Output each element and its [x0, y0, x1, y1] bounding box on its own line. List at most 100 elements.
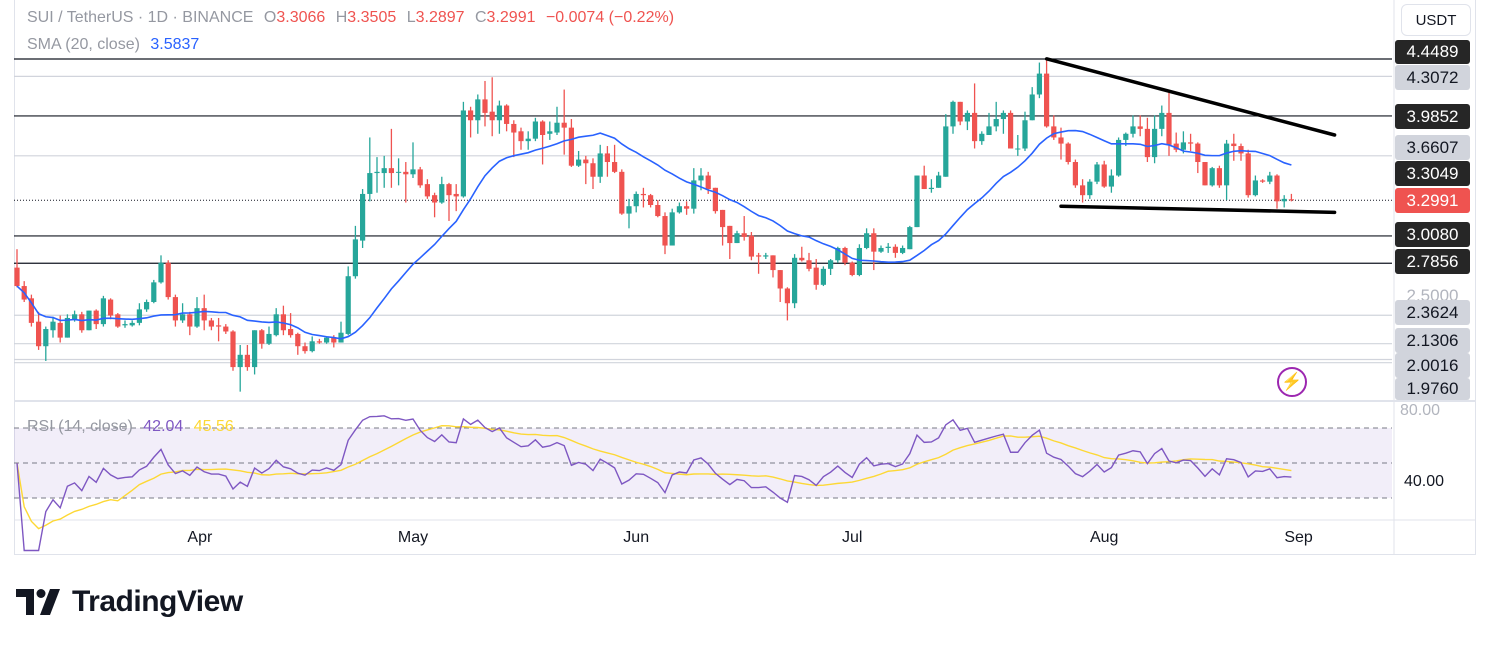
candle-body	[244, 354, 250, 368]
candle-body	[1137, 126, 1143, 129]
price-label-2-7856: 2.7856	[1395, 249, 1470, 274]
candle-body	[1080, 185, 1086, 196]
candle-body	[50, 321, 56, 331]
sma-legend[interactable]: SMA (20, close) 3.5837	[27, 36, 205, 54]
candle-body	[79, 314, 85, 331]
candle-body	[950, 101, 956, 127]
price-label-3-9852: 3.9852	[1395, 104, 1470, 129]
high-label: H	[335, 9, 348, 26]
candle-body	[864, 233, 870, 248]
candle-body	[525, 138, 531, 142]
candle-body	[532, 121, 538, 139]
price-label-1-9760: 1.9760	[1395, 378, 1470, 400]
candle-body	[756, 255, 762, 257]
currency-button[interactable]: USDT	[1401, 4, 1471, 36]
candle-body	[554, 122, 560, 133]
candle-body	[1159, 112, 1165, 129]
candle-body	[655, 204, 661, 217]
candle-body	[1036, 73, 1042, 95]
candle-body	[64, 317, 70, 338]
candle-body	[691, 180, 697, 209]
candle-body	[468, 110, 474, 121]
time-axis-label-jul: Jul	[842, 529, 862, 546]
candle-body	[813, 267, 819, 285]
candle-body	[36, 321, 42, 347]
candle-body	[648, 195, 654, 205]
candle-body	[151, 282, 157, 303]
candle-body	[453, 193, 459, 197]
candle-body	[1058, 137, 1064, 144]
chart-canvas[interactable]: Apr May Jun Jul Aug Sep	[0, 0, 1491, 560]
candle-body	[482, 99, 488, 113]
candle-body	[57, 322, 63, 338]
candle-body	[115, 314, 121, 327]
candle-body	[1173, 143, 1179, 150]
symbol-title[interactable]: SUI / TetherUS · 1D · BINANCE	[27, 9, 254, 26]
sma-line	[16, 129, 1292, 340]
candle-body	[345, 276, 351, 334]
candle-body	[28, 298, 34, 323]
candle-body	[856, 247, 862, 275]
candle-body	[288, 329, 294, 336]
price-label-3-3049: 3.3049	[1395, 161, 1470, 186]
price-label-2-1306: 2.1306	[1395, 328, 1470, 353]
candle-body	[900, 247, 906, 253]
price-label-2-0016: 2.0016	[1395, 353, 1470, 378]
candle-body	[489, 111, 495, 121]
candle-body	[100, 298, 106, 325]
close-label: C	[474, 9, 487, 26]
candle-body	[928, 187, 934, 190]
candle-body	[676, 206, 682, 213]
time-axis-label-apr: Apr	[187, 529, 213, 546]
candle-body	[1224, 143, 1230, 186]
candle-body	[316, 341, 322, 343]
low-label: L	[406, 9, 416, 26]
candle-body	[885, 246, 891, 248]
candle-body	[338, 332, 344, 343]
candle-body	[979, 133, 985, 142]
candle-body	[1051, 126, 1057, 138]
rsi-legend[interactable]: RSI (14, close) 42.04 45.56	[27, 418, 240, 436]
candle-body	[626, 206, 632, 214]
candle-body	[475, 99, 481, 121]
candle-body	[1152, 128, 1158, 158]
candle-body	[129, 322, 135, 326]
candle-body	[763, 255, 769, 257]
rsi-ma-line	[16, 425, 1292, 530]
candle-body	[1000, 112, 1006, 120]
candle-body	[871, 233, 877, 252]
candle-body	[324, 337, 330, 343]
price-label-3-0080: 3.0080	[1395, 222, 1470, 247]
candle-body	[252, 330, 258, 368]
candle-body	[309, 341, 315, 352]
candle-body	[734, 233, 740, 244]
sma-label: SMA (20, close)	[27, 36, 140, 53]
candle-body	[194, 308, 200, 327]
candle-body	[374, 171, 380, 174]
price-tick-2-5000: 2.5000	[1406, 285, 1459, 305]
candle-body	[403, 171, 409, 175]
candle-body	[1188, 142, 1194, 144]
candle-body	[993, 119, 999, 127]
tradingview-brand[interactable]: TradingView	[16, 585, 243, 619]
candle-body	[835, 247, 841, 261]
candle-body	[165, 262, 171, 298]
lightning-icon[interactable]: ⚡	[1277, 367, 1307, 397]
candle-body	[1180, 142, 1186, 150]
brand-name: TradingView	[72, 585, 243, 618]
candle-body	[172, 297, 178, 321]
rsi-value: 42.04	[143, 418, 184, 435]
candle-body	[799, 257, 805, 261]
candle-body	[511, 123, 517, 133]
rsi-ma-value: 45.56	[193, 418, 234, 435]
candle-body	[496, 105, 502, 121]
candle-body	[504, 105, 510, 124]
candle-body	[187, 314, 193, 327]
candle-body	[1087, 181, 1093, 196]
candle-body	[93, 310, 99, 325]
change-value: −0.0074 (−0.22%)	[545, 9, 675, 26]
last-price-label: 3.2991	[1395, 188, 1470, 213]
candle-body	[446, 184, 452, 196]
candle-body	[144, 302, 150, 310]
candle-body	[619, 171, 625, 214]
